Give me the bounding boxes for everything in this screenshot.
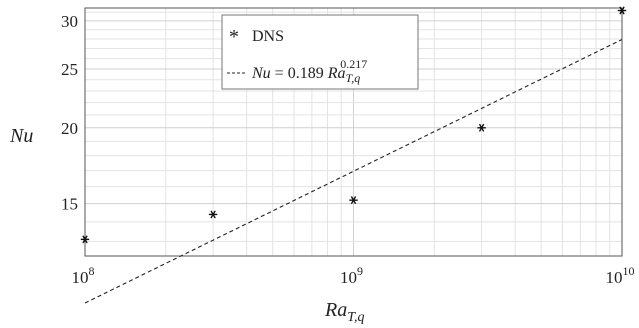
dns-point — [349, 196, 358, 205]
x-axis-title-base: Ra — [324, 299, 347, 321]
y-tick-label: 20 — [61, 119, 78, 138]
legend-fit-sup: 0.217 — [340, 57, 367, 71]
legend-box — [221, 14, 419, 90]
y-axis-title: Nu — [9, 125, 33, 147]
fit-line-layer — [84, 38, 623, 304]
y-tick-label: 15 — [61, 195, 78, 214]
plot-frame — [84, 7, 623, 257]
x-tick-label: 108 — [72, 264, 95, 287]
dns-point — [617, 6, 627, 15]
legend-dns-symbol: * — [229, 26, 239, 48]
y-tick-label: 25 — [61, 60, 78, 79]
x-axis-title-sub: T,q — [347, 310, 364, 325]
dns-markers — [80, 6, 627, 244]
dns-point — [80, 235, 90, 244]
legend-dns-label: DNS — [252, 28, 284, 45]
legend-fit-label: Nu = 0.189 RaT,q0.217 — [251, 57, 367, 85]
legend-fit-sub: T,q — [345, 71, 360, 85]
fit-line — [84, 38, 623, 304]
legend-fit-lhs: Nu — [251, 65, 271, 82]
x-tick-label: 1010 — [606, 264, 635, 287]
x-tick-label: 109 — [340, 264, 363, 287]
legend-fit-eq: = 0.189 — [271, 65, 328, 82]
dns-point — [477, 123, 486, 132]
y-tick-label: 30 — [61, 12, 78, 31]
x-tick-labels: 108 109 1010 — [72, 264, 635, 287]
legend: * DNS Nu = 0.189 RaT,q0.217 — [221, 14, 419, 90]
legend-fit-var: Ra — [327, 65, 346, 82]
y-tick-labels: 15 20 25 30 — [61, 12, 78, 214]
x-axis-title: RaT,q — [324, 299, 364, 325]
dns-point — [208, 210, 218, 219]
